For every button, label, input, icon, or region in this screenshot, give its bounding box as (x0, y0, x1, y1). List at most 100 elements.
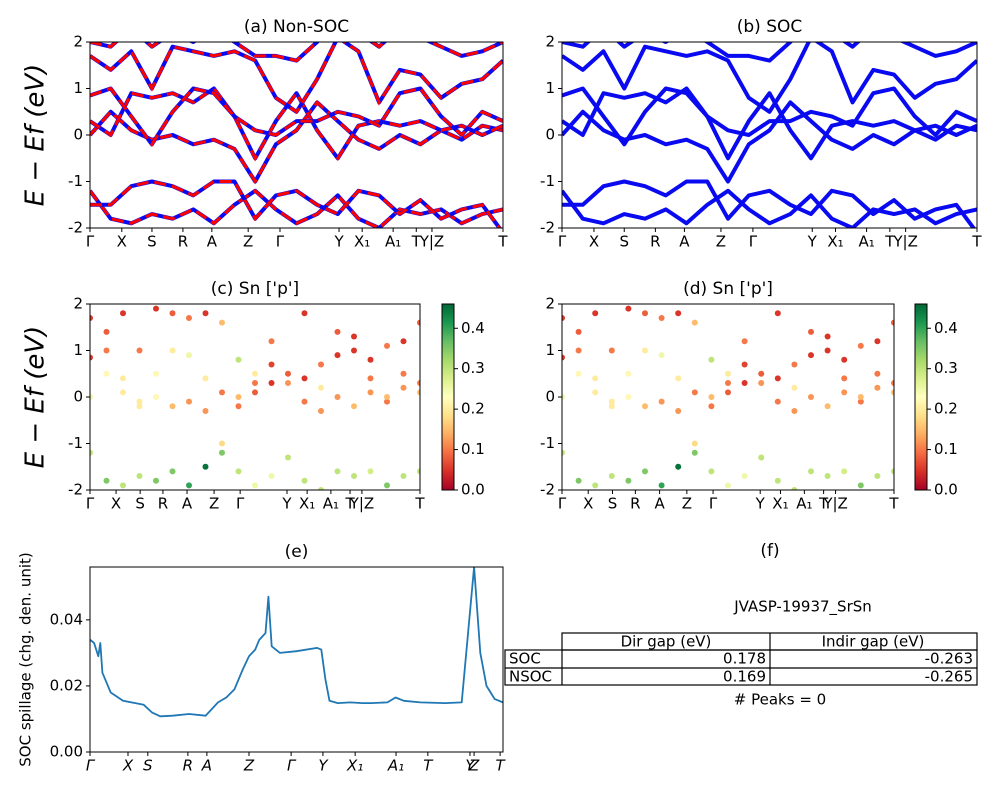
x-tick-label: X (583, 495, 593, 513)
point (169, 403, 176, 410)
point (219, 389, 225, 396)
point (791, 361, 798, 368)
y-tick-label: 0 (73, 126, 83, 144)
point (334, 394, 341, 400)
x-tick-label: Z (209, 495, 219, 513)
point (351, 403, 357, 410)
point (575, 347, 582, 354)
point (417, 380, 420, 387)
point (658, 482, 665, 489)
point (708, 403, 715, 410)
point (120, 310, 126, 317)
y-tick-label: 1 (545, 341, 555, 359)
x-tick-label: A (654, 495, 665, 513)
x-tick-label: T (971, 233, 982, 251)
point (103, 347, 110, 354)
x-tick-label: A (182, 495, 193, 513)
y-tick-label: 1 (73, 341, 83, 359)
point (774, 398, 781, 405)
point (725, 389, 731, 396)
colorbar (441, 303, 455, 491)
x-tick-label: R (158, 495, 168, 513)
point (741, 473, 748, 480)
point (774, 310, 781, 317)
point (841, 389, 848, 396)
point (153, 305, 159, 312)
point (235, 403, 242, 410)
plot-area (90, 567, 503, 718)
point (367, 389, 374, 396)
plot-frame (561, 41, 978, 229)
point (268, 338, 275, 345)
point (642, 310, 648, 317)
x-tick-label: A (201, 757, 212, 775)
x-tick-label: Y (755, 495, 766, 513)
point (608, 403, 615, 410)
point (301, 375, 308, 382)
y-tick-label: 2 (73, 33, 83, 51)
point (691, 440, 698, 447)
point (136, 403, 143, 410)
x-tick-label: T (423, 757, 434, 775)
table-footer: # Peaks = 0 (734, 691, 826, 709)
point (384, 482, 390, 489)
point (334, 468, 341, 475)
point (725, 380, 731, 387)
point (120, 375, 126, 382)
point (367, 375, 374, 382)
point (675, 463, 682, 470)
point (841, 375, 848, 382)
point (791, 407, 798, 414)
band-line-overlay (90, 179, 502, 228)
x-tick-label: Y (465, 757, 476, 775)
band-line-overlay (90, 86, 503, 162)
point (202, 407, 209, 414)
point (136, 398, 143, 405)
x-tick-label: X₁ (772, 495, 788, 513)
point (891, 380, 894, 387)
point (741, 380, 748, 387)
x-tick-label: Z (243, 757, 255, 775)
point (608, 473, 615, 480)
point (219, 449, 225, 456)
y-tick-label: 0 (545, 388, 555, 406)
plot-frame (89, 41, 504, 229)
x-tick-label: X₁ (827, 233, 843, 251)
point (824, 347, 831, 354)
x-tick-label: R (630, 495, 640, 513)
point (301, 477, 308, 484)
x-tick-label: Γ (709, 495, 718, 513)
point (318, 384, 324, 391)
point (857, 482, 864, 489)
colorbar-tick-label: 0.4 (461, 319, 485, 337)
point (575, 370, 582, 377)
x-tick-label: Γ (86, 495, 95, 513)
point (301, 398, 308, 405)
point (592, 310, 599, 317)
colorbar-tick-label: 0.1 (461, 440, 485, 458)
point (400, 370, 407, 377)
colorbar-tick-label: 0.2 (934, 400, 958, 418)
point (642, 403, 648, 410)
x-tick-label: Z (716, 233, 726, 251)
y-tick-label: -1 (540, 172, 555, 190)
point (384, 398, 390, 405)
x-tick-label: Y (281, 495, 292, 513)
point (708, 468, 715, 475)
point (90, 394, 93, 400)
point (351, 333, 357, 340)
point (285, 454, 291, 461)
table-caption: JVASP-19937_SrSn (733, 598, 872, 617)
x-tick-label: R (650, 233, 660, 251)
x-tick-label: A₁ (796, 495, 812, 513)
point (874, 370, 881, 377)
point (252, 389, 258, 396)
y-tick-label: 0 (73, 388, 83, 406)
colorbar-tick-label: 0.3 (461, 359, 485, 377)
x-tick-label: Y|Z (419, 233, 445, 251)
y-tick-label: 2 (545, 33, 555, 51)
point (874, 338, 881, 345)
point (758, 454, 765, 461)
point (90, 354, 93, 361)
x-tick-label: Z (243, 233, 253, 251)
